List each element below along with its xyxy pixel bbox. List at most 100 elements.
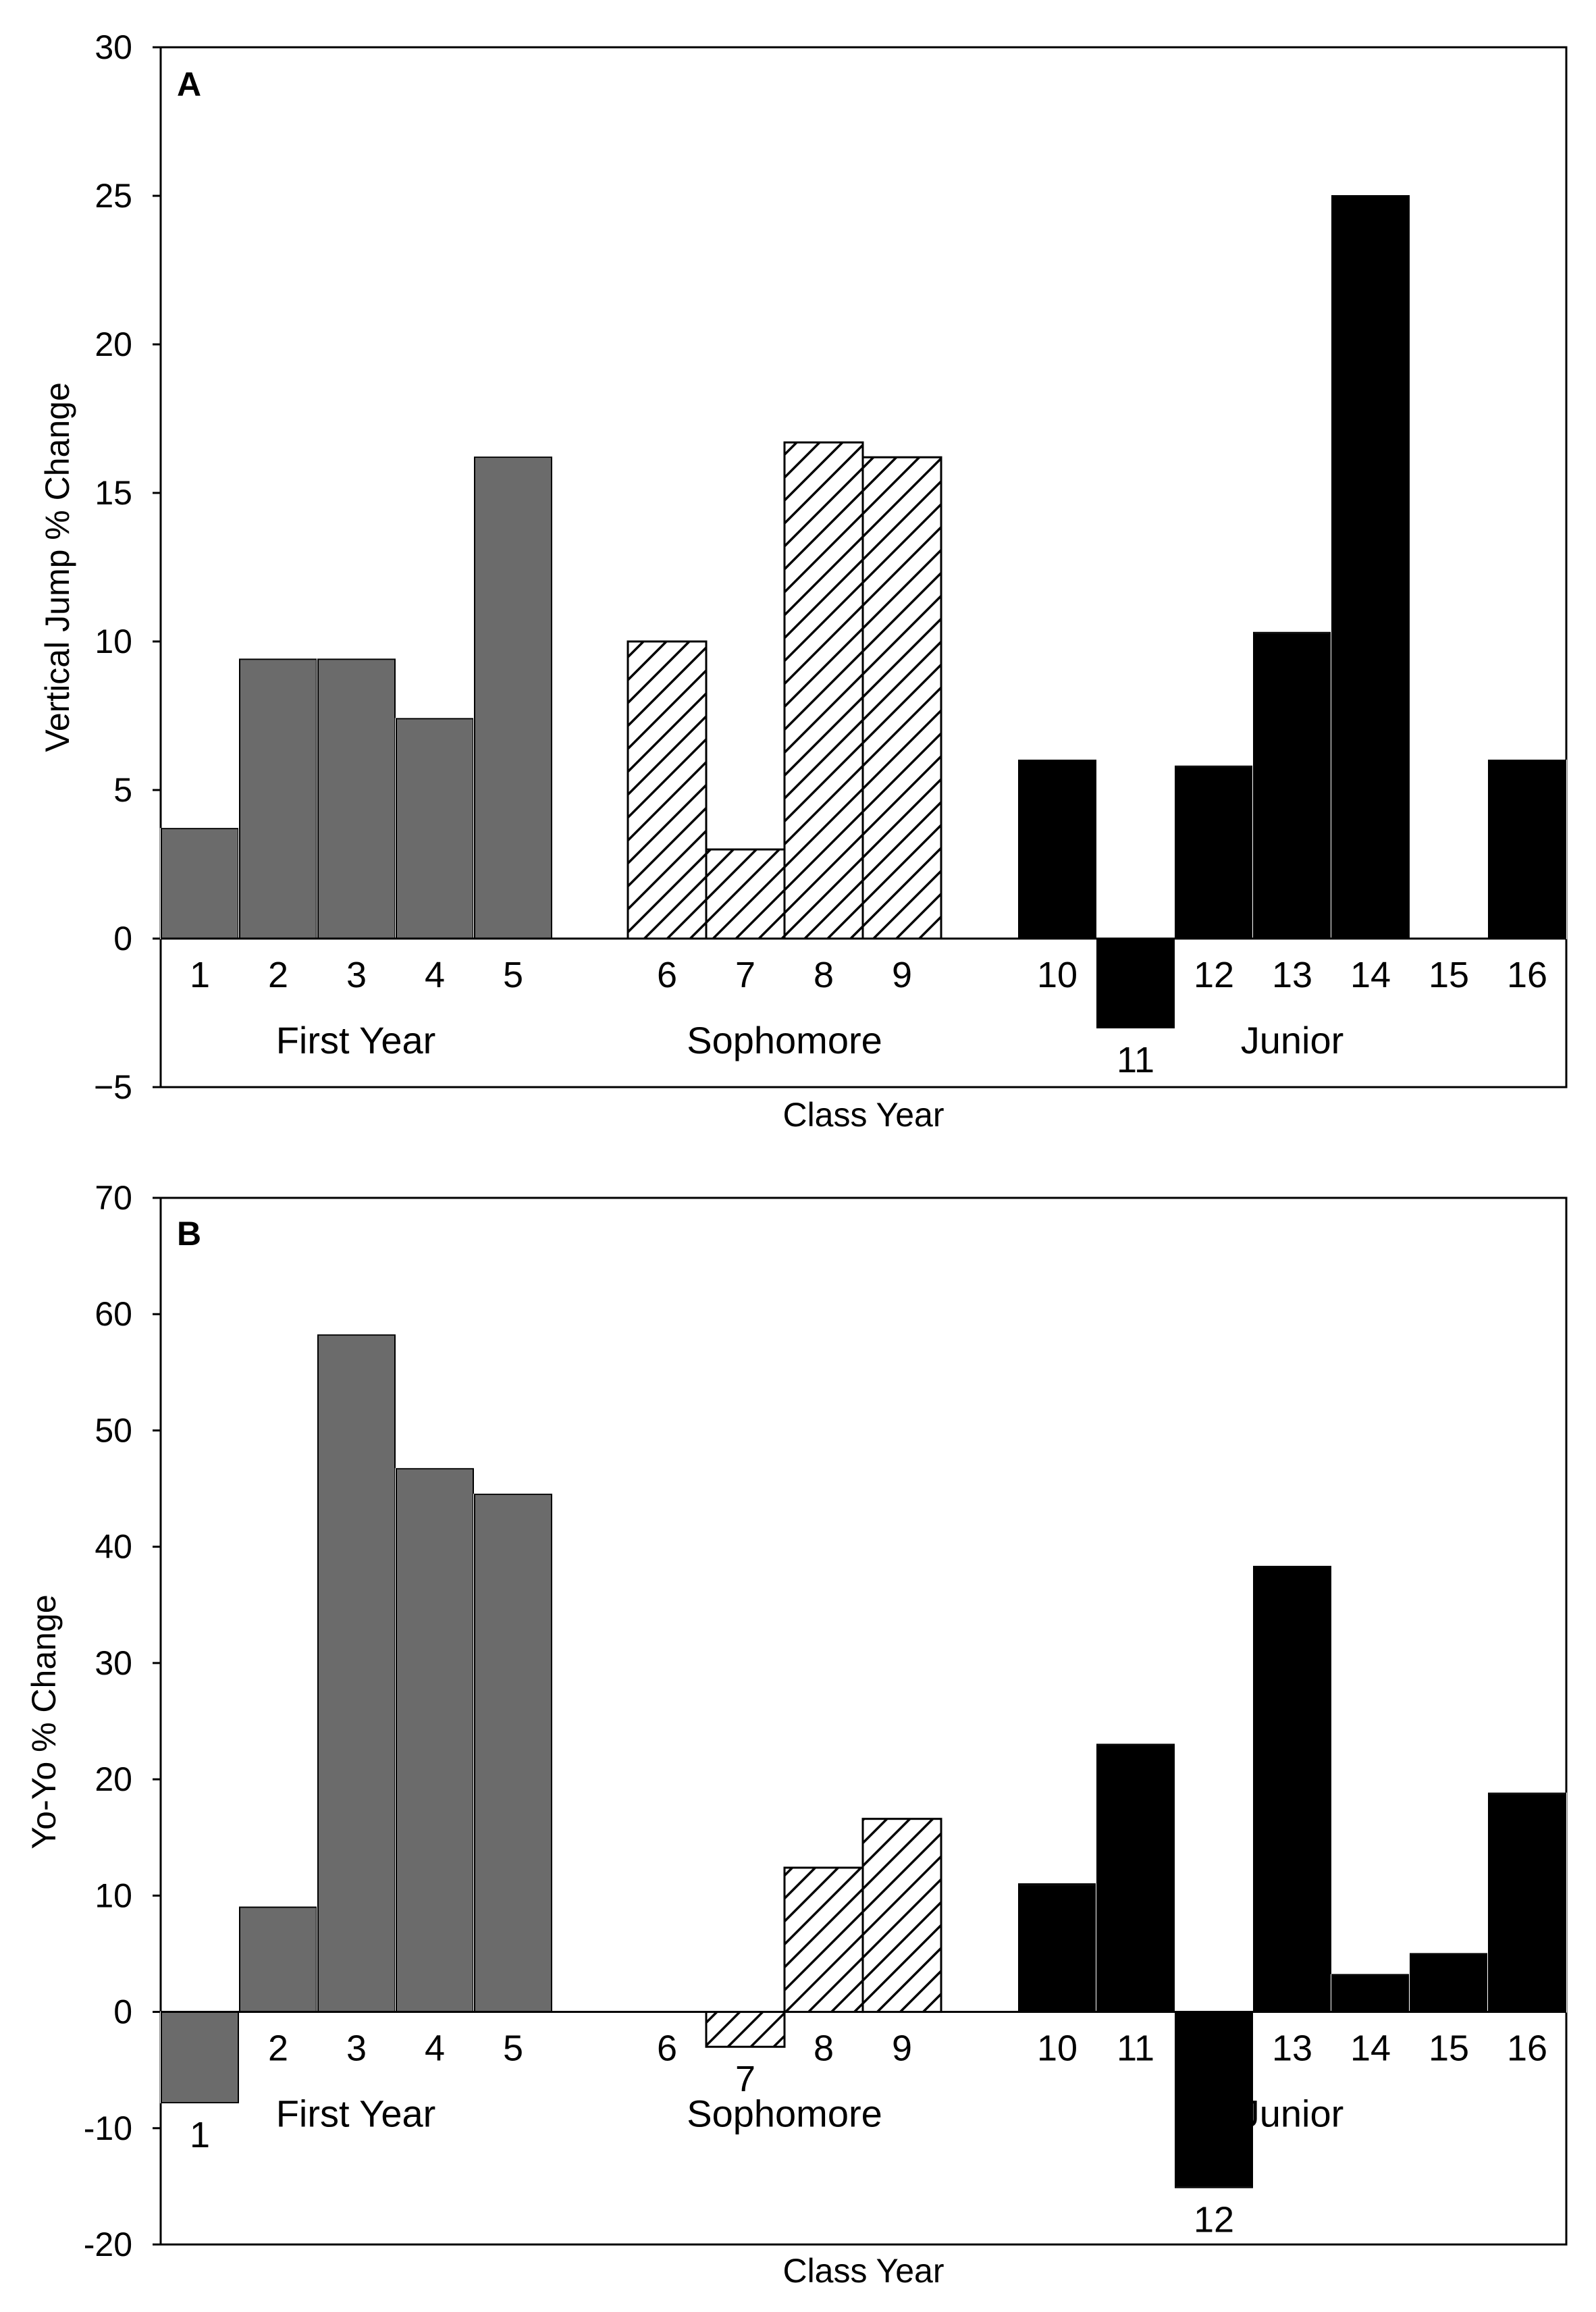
bar-category-label: 16 [1507,2028,1547,2069]
bar-1 [160,2011,240,2103]
y-tick-label: -20 [84,2226,132,2263]
bar-13 [1252,631,1332,939]
bar-category-label: 11 [1117,2028,1154,2069]
bar-8 [783,1866,864,2014]
bar-category-label: 15 [1429,955,1469,995]
bar-6 [627,640,708,940]
group-label: First Year [276,2093,436,2135]
bar-category-label: 6 [657,2028,677,2069]
bar-category-label: 12 [1194,955,1234,995]
y-tick-label: 50 [95,1411,132,1449]
bar-category-label: 5 [503,955,523,995]
bar-category-label: 16 [1507,955,1547,995]
bar-9 [861,456,942,940]
panel-a-y-axis-title: Vertical Jump % Change [38,382,76,752]
panel-b-x-axis-title: Class Year [782,2252,944,2290]
bar-3 [317,658,396,940]
bar-category-label: 2 [268,2028,288,2069]
bar-8 [783,441,864,940]
panel-b-y-ticks: -20 -10 0 10 20 30 40 50 60 70 [84,1179,161,2263]
bar-5 [473,456,553,939]
bar-12 [1174,765,1254,940]
y-tick-label: 0 [113,1993,132,2031]
panel-b-plot-frame [159,1197,1568,2246]
panel-a-group-labels: First Year Sophomore Junior [276,1019,1344,1061]
y-tick-label: 10 [95,623,132,660]
bar-5 [473,1494,553,2013]
bar-category-label: 7 [735,955,755,995]
y-tick-label: 5 [113,771,132,809]
bar-category-label: 3 [346,2028,367,2069]
y-tick-label: 10 [95,1876,132,1914]
bar-2 [238,658,318,940]
y-tick-label: 30 [95,1644,132,1682]
bar-category-label: 5 [503,2028,523,2069]
y-tick-label: 20 [95,1760,132,1798]
panel-b-y-axis-title: Yo-Yo % Change [25,1594,63,1849]
panel-a-plot-frame [159,46,1568,1088]
panel-b-group-labels: First Year Sophomore Junior [276,2093,1344,2135]
bar-category-label: 14 [1350,2028,1391,2069]
bar-1 [160,828,240,939]
bar-16 [1487,1792,1567,2013]
y-tick-label: 0 [113,920,132,957]
panel-b-letter: B [177,1215,201,1253]
bar-11 [1096,938,1175,1028]
panel-a-bars [160,195,1567,1028]
bar-category-label: 9 [892,2028,912,2069]
bar-category-label: 13 [1272,955,1312,995]
panel-a-y-ticks: −5 0 5 10 15 20 25 30 [94,28,161,1106]
y-tick-label: -10 [84,2109,132,2147]
panel-b-bars [160,1334,1567,2188]
bar-12 [1174,2011,1254,2188]
bar-4 [395,718,475,940]
panel-a-letter: A [177,65,201,103]
bar-category-label: 10 [1037,2028,1078,2069]
bar-2 [238,1906,318,2013]
panel-a-x-axis-title: Class Year [782,1096,944,1134]
bar-7 [705,848,786,940]
bar-4 [395,1468,475,2013]
bar-category-label: 8 [814,955,834,995]
bar-15 [1409,1953,1489,2013]
bar-category-label: 11 [1117,1040,1154,1080]
bar-13 [1252,1565,1332,2013]
bar-category-label: 7 [735,2059,755,2099]
bar-category-label: 2 [268,955,288,995]
bar-7 [705,2011,786,2048]
bar-16 [1487,760,1567,939]
group-label: Junior [1241,2093,1344,2135]
bar-category-label: 12 [1194,2200,1234,2240]
bar-14 [1331,195,1410,939]
bar-10 [1017,760,1097,939]
bar-9 [861,1818,942,2014]
bar-category-label: 6 [657,955,677,995]
bar-3 [317,1334,396,2013]
y-tick-label: −5 [94,1068,132,1106]
bar-category-label: 13 [1272,2028,1312,2069]
bar-category-label: 10 [1037,955,1078,995]
bar-14 [1331,1974,1410,2013]
bar-category-label: 9 [892,955,912,995]
bar-category-label: 15 [1429,2028,1469,2069]
bar-category-label: 3 [346,955,367,995]
group-label: Sophomore [687,1019,882,1061]
y-tick-label: 15 [95,474,132,512]
bar-category-label: 4 [425,955,445,995]
group-label: First Year [276,1019,436,1061]
bar-category-label: 14 [1350,955,1391,995]
bar-11 [1096,1743,1175,2013]
group-label: Sophomore [687,2093,882,2135]
bar-10 [1017,1883,1097,2013]
y-tick-label: 40 [95,1528,132,1566]
bar-category-label: 8 [814,2028,834,2069]
y-tick-label: 30 [95,28,132,66]
bar-category-label: 4 [425,2028,445,2069]
group-label: Junior [1241,1019,1344,1061]
bar-category-label: 1 [190,2115,210,2155]
bar-category-label: 1 [190,955,210,995]
